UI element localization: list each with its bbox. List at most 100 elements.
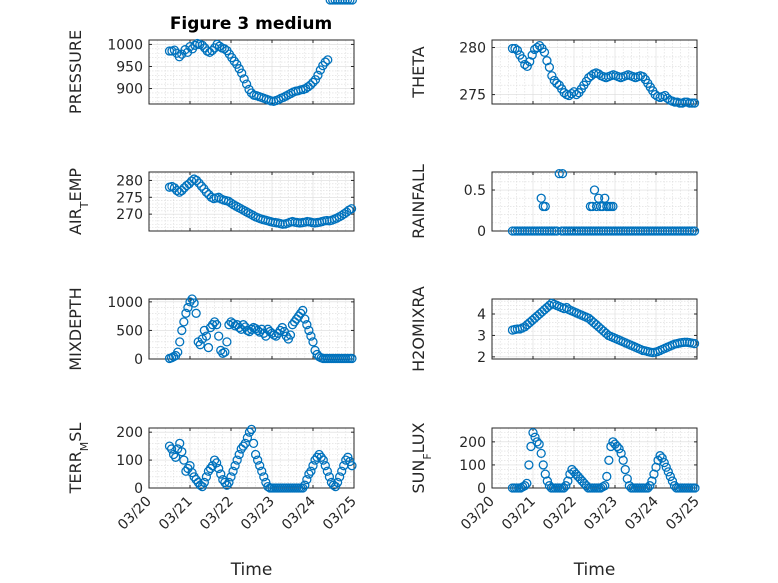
data-point (655, 451, 665, 461)
data-point (690, 483, 700, 493)
data-point (177, 325, 187, 336)
data-point (269, 330, 279, 340)
data-point (169, 45, 180, 55)
data-point (522, 61, 532, 71)
data-point (687, 98, 697, 108)
data-point (275, 325, 285, 336)
data-point (246, 324, 257, 334)
subplot-h2omixra: 2 3 4 H2OMIXRA (409, 286, 700, 372)
y-axis-label: TERRMSL (66, 423, 91, 495)
data-point (536, 193, 546, 203)
data-point (522, 478, 532, 489)
data-point (510, 43, 520, 54)
data-point (527, 50, 537, 60)
data-point (285, 330, 296, 340)
data-point (211, 458, 222, 468)
axes-box (491, 298, 698, 360)
data-point (530, 432, 540, 442)
x-tick-label: 03/21 (499, 494, 539, 534)
data-point (547, 71, 557, 81)
data-point (536, 448, 546, 459)
data-point (246, 88, 257, 98)
data-point (689, 226, 700, 236)
data-point (532, 42, 542, 53)
data-point (324, 472, 335, 482)
data-point (328, 0, 338, 5)
data-point (332, 0, 343, 5)
data-point (259, 472, 269, 482)
data-point (177, 447, 187, 457)
data-point (534, 41, 545, 51)
x-tick-label: 03/21 (156, 494, 196, 534)
y-axis-label: MIXDEPTH (66, 287, 85, 370)
data-point (660, 90, 670, 101)
y-tick-label: 280 (116, 173, 143, 189)
y-tick-label: 0 (477, 481, 486, 497)
data-point (229, 56, 239, 66)
data-point (318, 455, 328, 465)
data-point (335, 0, 345, 5)
data-point (211, 320, 222, 330)
data-point (549, 75, 559, 86)
data-point (315, 65, 326, 75)
data-point (173, 347, 183, 357)
data-point (237, 68, 247, 78)
x-tick-label: 03/23 (238, 494, 278, 534)
data-point (281, 331, 292, 341)
data-point (602, 471, 612, 482)
data-point (308, 337, 318, 347)
data-point (528, 427, 538, 438)
data-point (214, 463, 224, 474)
data-point (320, 57, 330, 67)
x-tick-label: 03/20 (115, 494, 155, 534)
data-point (302, 320, 312, 330)
y-tick-label: 200 (116, 425, 143, 441)
axes-box (491, 39, 698, 105)
data-point (532, 437, 542, 447)
data-point (304, 469, 314, 479)
data-point (218, 348, 228, 358)
data-point (175, 337, 185, 347)
data-point (174, 52, 184, 62)
axes-box (148, 171, 355, 232)
data-point (201, 331, 212, 341)
y-tick-label: 4 (477, 307, 486, 323)
data-point (593, 193, 604, 203)
y-tick-label: 3 (477, 328, 486, 344)
data-point (300, 314, 310, 324)
data-point (593, 69, 604, 79)
data-point (306, 331, 316, 341)
data-point (340, 0, 350, 5)
data-point (542, 476, 552, 486)
data-point (214, 331, 224, 341)
y-axis-label: H2OMIXRA (409, 286, 428, 372)
data-point (527, 315, 537, 326)
data-point (209, 455, 220, 465)
data-point (600, 481, 610, 491)
data-point (214, 192, 224, 202)
data-point (345, 0, 355, 5)
data-point (185, 297, 195, 307)
data-point (224, 477, 234, 488)
data-point (657, 453, 667, 463)
y-tick-label: 100 (459, 458, 486, 474)
data-point (209, 317, 220, 327)
subplot-rainfall: 0 0.5 RAINFALL (409, 164, 700, 240)
x-tick-label: 03/24 (279, 493, 319, 533)
data-point (207, 320, 218, 330)
data-point (310, 75, 321, 85)
data-point (228, 466, 238, 476)
data-point (220, 477, 230, 488)
y-axis-label: RAINFALL (409, 164, 428, 239)
data-point (537, 307, 547, 317)
data-point (520, 481, 530, 491)
y-tick-label: 2 (477, 350, 486, 366)
data-point (164, 441, 175, 451)
data-point (547, 226, 557, 236)
data-point (659, 457, 669, 468)
data-point (612, 441, 622, 452)
data-point (201, 472, 212, 482)
data-point (689, 338, 700, 349)
data-point (220, 347, 230, 357)
